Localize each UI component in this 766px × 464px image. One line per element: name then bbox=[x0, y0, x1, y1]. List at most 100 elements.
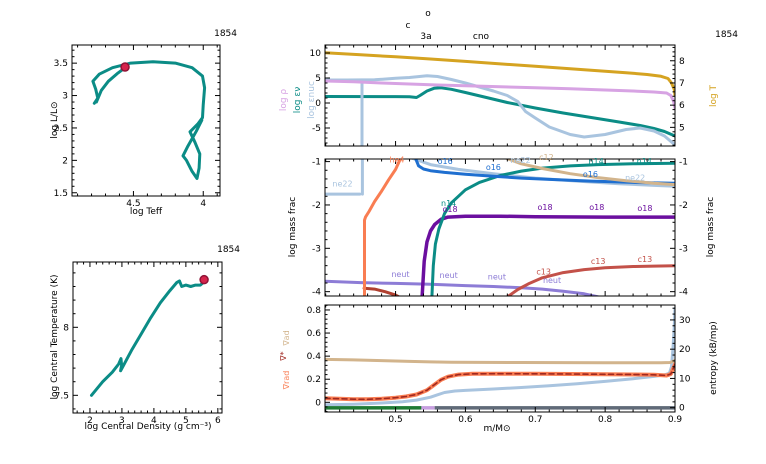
x-tick-label: 5 bbox=[183, 416, 189, 426]
isotope-label-ne22: ne22 bbox=[332, 179, 352, 188]
y-tick-label: -5 bbox=[312, 124, 321, 134]
y-axis-title-log-eps-nu: log εν bbox=[293, 87, 303, 113]
y-axis-title-grad-star: ∇* bbox=[279, 351, 288, 361]
x-tick-label: 0.9 bbox=[668, 415, 683, 425]
isotope-label-he4: he4 bbox=[389, 155, 404, 164]
burn-label-c: c bbox=[406, 21, 411, 31]
abundance-profile-panel: -1 -1 -2 -2 -3 -3 -4 -4 log mass frac log mass fr… bbox=[288, 153, 716, 298]
axes-frame bbox=[324, 304, 676, 413]
y-tick-label: 1.5 bbox=[54, 189, 68, 199]
y-tick-label: 8 bbox=[63, 323, 69, 333]
y-tick-label: 0.4 bbox=[307, 352, 322, 362]
y-tick-label: 0.8 bbox=[307, 306, 322, 316]
x-tick-label: 4 bbox=[151, 416, 157, 426]
mixing-bar-overshoot bbox=[421, 406, 435, 410]
isotope-label-o16: o16 bbox=[486, 163, 501, 172]
y-tick-label: 0 bbox=[315, 99, 321, 109]
o16-curve bbox=[414, 159, 675, 185]
entropy-curve bbox=[325, 306, 675, 407]
o18-curve bbox=[420, 214, 675, 296]
y2-tick-label: 5 bbox=[679, 123, 685, 133]
current-model-marker bbox=[120, 62, 130, 72]
evolution-track-recent bbox=[94, 66, 127, 104]
y-tick-label: 2.5 bbox=[54, 124, 68, 134]
c13-curve bbox=[506, 264, 675, 296]
y2-tick-label: 6 bbox=[679, 101, 685, 111]
he4-curve bbox=[363, 159, 402, 296]
y-tick-label: 3 bbox=[62, 92, 68, 102]
y-tick-label: -4 bbox=[312, 288, 321, 298]
y-tick-label: -3 bbox=[312, 244, 321, 254]
evolution-track bbox=[91, 60, 207, 180]
x-tick-label: 0.8 bbox=[598, 415, 613, 425]
log-eps-nuc-curve bbox=[325, 74, 675, 146]
y2-axis-title-entropy: entropy (kB/mp) bbox=[709, 321, 719, 395]
y-tick-label: 3.5 bbox=[54, 59, 68, 69]
y-tick-label: -1 bbox=[312, 158, 321, 168]
isotope-label-c13: c13 bbox=[638, 255, 653, 264]
isotope-label-c12: c12 bbox=[539, 153, 554, 162]
isotope-label-neut: neut bbox=[440, 271, 458, 280]
log-t-curve bbox=[325, 51, 675, 97]
x-tick-label: 4.5 bbox=[126, 199, 140, 209]
y-axis-title: log mass frac bbox=[288, 197, 298, 257]
isotope-label-ne22: ne22 bbox=[511, 156, 531, 165]
central-t-rho-panel: 2 3 4 5 6 7.5 8 1854 log Central Density (g cm⁻³… bbox=[50, 245, 240, 432]
gradients-entropy-panel: 0.5 0.6 0.7 0.8 0.900.20.40.60.80102030∇ad∇*… bbox=[279, 304, 719, 434]
isotope-label-o18: o18 bbox=[443, 205, 458, 214]
log-eps-nu-curve bbox=[325, 86, 675, 138]
y2-axis-title: log mass frac bbox=[706, 197, 716, 257]
grad-ad-curve bbox=[325, 357, 675, 365]
y-axis-title: log Central Temperature (K) bbox=[50, 274, 60, 399]
isotope-label-neut: neut bbox=[488, 273, 506, 282]
isotope-label-o16: o16 bbox=[583, 170, 598, 179]
hr-diagram-panel: 4.5 4 1.5 2 2.5 3 3.5 1854 log Teff log L/L⊙ bbox=[50, 29, 237, 217]
burn-label-3a: 3a bbox=[420, 32, 431, 42]
model-number: 1854 bbox=[715, 30, 738, 40]
burn-label-o: o bbox=[425, 9, 431, 19]
y2-tick-label: 30 bbox=[679, 316, 691, 326]
y-tick-label: 7.5 bbox=[55, 391, 69, 401]
isotope-label-o18: o18 bbox=[589, 203, 604, 212]
y-axis-title-grad-ad: ∇ad bbox=[282, 330, 291, 346]
x-tick-label: 2 bbox=[87, 416, 93, 426]
y2-tick-label: 8 bbox=[679, 57, 685, 67]
x-tick-label: 4 bbox=[200, 199, 206, 209]
isotope-label-c13: c13 bbox=[591, 257, 606, 266]
y-axis-title-log-rho: log ρ bbox=[279, 89, 289, 112]
x-tick-label: 0.5 bbox=[388, 415, 402, 425]
y-axis-title-log-eps-nuc: log εnuc bbox=[307, 81, 317, 119]
x-axis-title: m/M⊙ bbox=[483, 424, 510, 434]
y2-tick-label: 20 bbox=[679, 345, 691, 355]
thermo-profile-panel: 10 5 0 -5 8 7 6 5 1854 log ρ log εν log εnuc log T o c… bbox=[279, 9, 738, 147]
burn-label-cno: cno bbox=[473, 32, 490, 42]
y-tick-label: 0 bbox=[315, 398, 321, 408]
isotope-label-n14: n14 bbox=[441, 199, 456, 208]
isotope-label-o18: o18 bbox=[637, 204, 652, 213]
isotope-label-n14: n14 bbox=[637, 157, 652, 166]
isotope-label-o16: o16 bbox=[438, 157, 453, 166]
axes-frame bbox=[324, 44, 676, 147]
y-tick-label: 2 bbox=[62, 156, 68, 166]
y-tick-label: 10 bbox=[310, 49, 322, 59]
x-tick-label: 6 bbox=[215, 416, 221, 426]
n14-curve bbox=[430, 161, 675, 296]
y-tick-label: 5 bbox=[315, 74, 321, 84]
x-axis-title: log Central Density (g cm⁻³) bbox=[85, 422, 212, 432]
mixing-bar-convection bbox=[325, 406, 422, 410]
axes-frame bbox=[324, 158, 676, 297]
log-rho-curve bbox=[325, 79, 675, 110]
y-tick-label: -2 bbox=[312, 201, 321, 211]
y-axis-title: log L/L⊙ bbox=[50, 101, 60, 138]
isotope-label-o18: o18 bbox=[538, 203, 553, 212]
isotope-label-n14: n14 bbox=[588, 157, 603, 166]
isotope-label-neut: neut bbox=[391, 270, 409, 279]
y-tick-label-right: -3 bbox=[679, 244, 688, 254]
y-tick-label-right: -2 bbox=[679, 201, 688, 211]
grad-t-curve-dashed bbox=[325, 363, 675, 401]
isotope-label-neut: neut bbox=[543, 276, 561, 285]
isotope-label-c13: c13 bbox=[536, 267, 551, 276]
y2-tick-label: 10 bbox=[679, 374, 691, 384]
